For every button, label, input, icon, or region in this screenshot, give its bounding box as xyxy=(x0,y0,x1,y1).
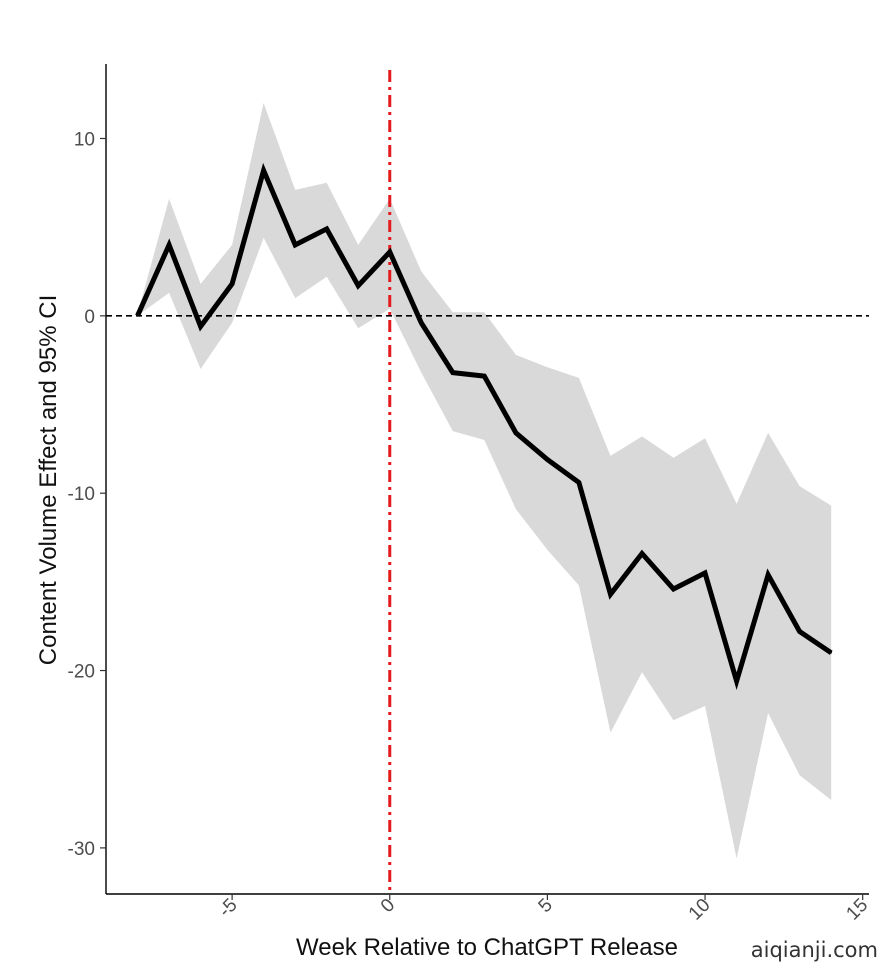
data-point xyxy=(830,652,832,654)
data-point xyxy=(767,573,769,576)
x-tick-label: 5 xyxy=(535,895,557,917)
axes: -30 -20 -10 0 10 -5 0 5 10 15 xyxy=(68,64,872,925)
x-tick-label: -5 xyxy=(215,895,242,922)
x-tick-label: 0 xyxy=(377,895,399,917)
ci-band-layer xyxy=(137,103,832,859)
data-point xyxy=(420,322,423,324)
data-point xyxy=(798,630,801,633)
data-point xyxy=(609,593,612,596)
data-point xyxy=(672,588,675,590)
y-tick-label: -20 xyxy=(68,662,95,683)
data-point xyxy=(483,375,486,377)
y-axis-title: Content Volume Effect and 95% CI xyxy=(35,295,62,665)
data-point xyxy=(325,228,328,230)
data-point xyxy=(388,251,391,253)
data-point xyxy=(231,283,233,285)
data-point xyxy=(452,371,454,374)
y-tick-label: 10 xyxy=(74,129,95,150)
x-tick-label: 15 xyxy=(842,895,872,925)
watermark: aiqianji.com xyxy=(750,938,878,962)
x-axis-title: Week Relative to ChatGPT Release xyxy=(296,934,678,961)
data-point xyxy=(515,432,517,434)
data-point xyxy=(262,169,265,172)
data-point xyxy=(294,244,296,246)
data-point xyxy=(578,481,580,484)
data-point xyxy=(136,315,139,317)
y-tick-label: -10 xyxy=(68,484,95,505)
ci-band xyxy=(137,103,832,859)
y-tick-label: 0 xyxy=(84,307,95,328)
data-point xyxy=(168,244,170,246)
x-tick-label: 10 xyxy=(685,895,715,925)
reference-lines xyxy=(106,70,869,894)
data-point xyxy=(546,458,549,461)
data-point xyxy=(357,284,360,287)
data-point xyxy=(199,325,202,328)
data-point xyxy=(641,552,643,555)
data-point xyxy=(735,680,738,682)
y-tick-label: -30 xyxy=(68,839,95,860)
series-layer xyxy=(135,162,833,691)
data-point xyxy=(704,572,706,574)
